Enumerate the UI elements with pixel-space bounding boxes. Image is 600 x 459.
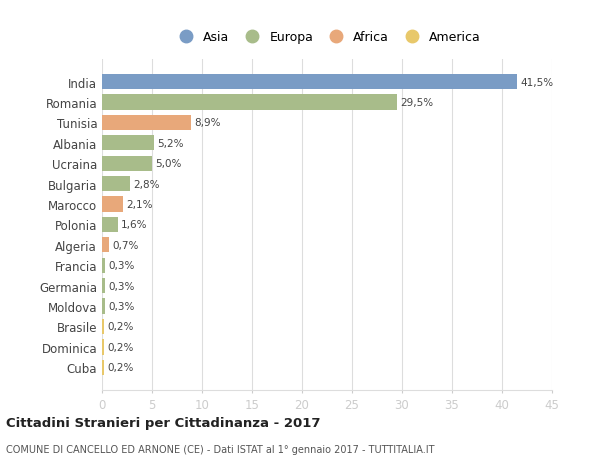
- Text: 8,9%: 8,9%: [194, 118, 221, 128]
- Bar: [102, 217, 118, 233]
- Bar: [102, 340, 104, 355]
- Legend: Asia, Europa, Africa, America: Asia, Europa, Africa, America: [168, 26, 486, 49]
- Text: 0,2%: 0,2%: [107, 363, 133, 373]
- Text: 0,3%: 0,3%: [108, 261, 134, 271]
- Bar: [102, 299, 105, 314]
- Text: 0,2%: 0,2%: [107, 342, 133, 352]
- Bar: [102, 319, 104, 335]
- Bar: [102, 75, 517, 90]
- Text: 0,3%: 0,3%: [108, 302, 134, 311]
- Bar: [102, 238, 109, 253]
- Text: 2,1%: 2,1%: [126, 200, 152, 209]
- Text: 2,8%: 2,8%: [133, 179, 160, 189]
- Bar: [102, 360, 104, 375]
- Text: Cittadini Stranieri per Cittadinanza - 2017: Cittadini Stranieri per Cittadinanza - 2…: [6, 416, 320, 429]
- Text: 5,2%: 5,2%: [157, 139, 184, 148]
- Bar: [102, 95, 397, 110]
- Bar: [102, 156, 152, 172]
- Text: 0,2%: 0,2%: [107, 322, 133, 332]
- Text: 0,7%: 0,7%: [112, 241, 139, 250]
- Bar: [102, 278, 105, 294]
- Bar: [102, 136, 154, 151]
- Bar: [102, 197, 123, 212]
- Text: 0,3%: 0,3%: [108, 281, 134, 291]
- Text: 29,5%: 29,5%: [400, 98, 433, 108]
- Bar: [102, 177, 130, 192]
- Text: 1,6%: 1,6%: [121, 220, 148, 230]
- Text: 41,5%: 41,5%: [520, 77, 553, 87]
- Text: 5,0%: 5,0%: [155, 159, 181, 169]
- Bar: [102, 115, 191, 131]
- Text: COMUNE DI CANCELLO ED ARNONE (CE) - Dati ISTAT al 1° gennaio 2017 - TUTTITALIA.I: COMUNE DI CANCELLO ED ARNONE (CE) - Dati…: [6, 444, 434, 454]
- Bar: [102, 258, 105, 273]
